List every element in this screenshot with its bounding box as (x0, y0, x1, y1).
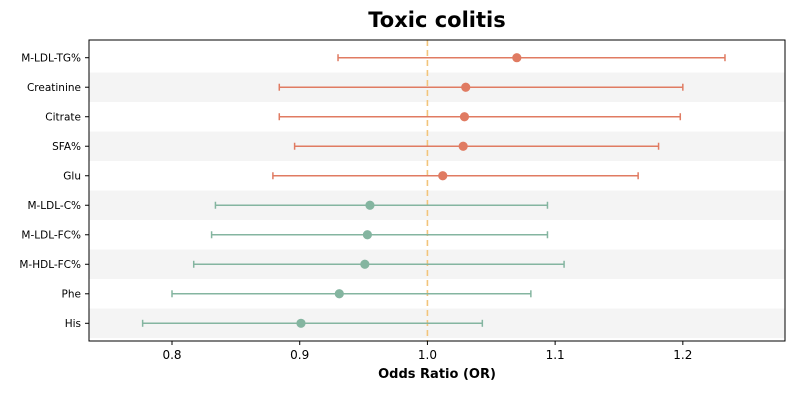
or-point (459, 112, 470, 122)
y-tick-label: M-HDL-FC% (19, 259, 81, 271)
x-tick-label: 0.8 (162, 348, 181, 362)
x-tick-label: 1.1 (546, 348, 565, 362)
x-axis: 0.8 0.9 1.0 1.1 1.2 (162, 341, 692, 362)
plot-frame (88, 39, 786, 342)
x-tick-label: 0.9 (290, 348, 309, 362)
or-point (362, 230, 372, 240)
x-axis-label: Odds Ratio (OR) (378, 367, 496, 382)
or-point (512, 53, 522, 63)
or-point (458, 141, 468, 151)
data-rows-layer (141, 53, 726, 328)
y-tick-label: M-LDL-FC% (21, 230, 81, 242)
y-tick-label: His (65, 318, 81, 330)
y-tick-label: M-LDL-C% (27, 200, 81, 212)
chart-title: Toxic colitis (368, 8, 506, 32)
or-point (334, 289, 344, 299)
y-axis: M-LDL-TG% Creatinine Citrate SFA% Glu M-LDL-C… (19, 53, 89, 330)
x-tick-label: 1.2 (673, 348, 692, 362)
y-tick-label: M-LDL-TG% (21, 53, 81, 65)
y-tick-label: Creatinine (27, 82, 81, 94)
y-tick-label: Glu (63, 171, 81, 183)
x-tick-label: 1.0 (418, 348, 437, 362)
or-point (438, 171, 448, 181)
or-point (360, 259, 370, 269)
or-point (365, 200, 375, 210)
y-tick-label: SFA% (52, 141, 81, 153)
or-point (461, 82, 471, 92)
or-point (296, 318, 306, 328)
y-tick-label: Phe (62, 289, 81, 301)
y-tick-label: Citrate (45, 112, 81, 124)
